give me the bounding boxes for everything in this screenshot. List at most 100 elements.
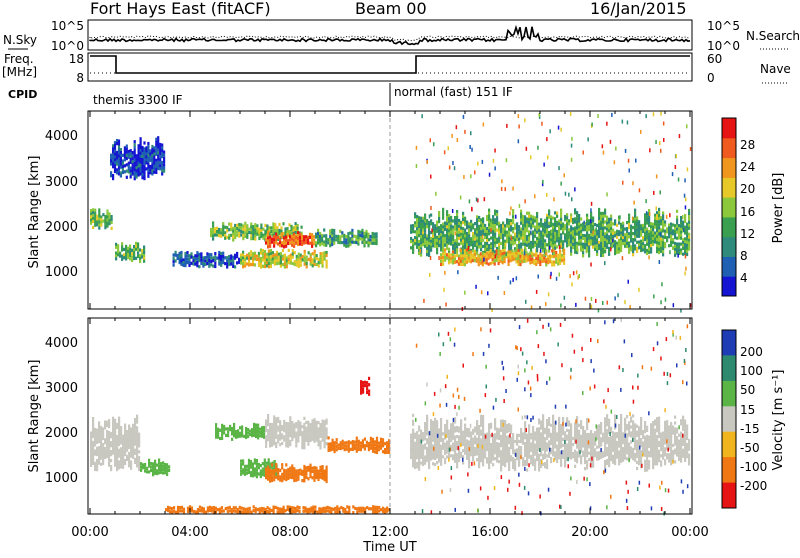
heatmap-cell xyxy=(112,440,114,443)
heatmap-cell xyxy=(303,440,305,443)
heatmap-cell xyxy=(116,462,118,465)
heatmap-cell xyxy=(440,253,442,256)
radar-title: Fort Hays East (fitACF) xyxy=(90,0,271,18)
heatmap-cell xyxy=(339,230,341,233)
heatmap-cell xyxy=(598,223,600,226)
heatmap-cell xyxy=(608,250,610,253)
heatmap-cell xyxy=(132,433,134,436)
heatmap-cell xyxy=(558,441,560,444)
heatmap-cell xyxy=(114,449,116,452)
heatmap-cell xyxy=(456,237,458,240)
heatmap-cell xyxy=(414,448,416,451)
heatmap-cell xyxy=(548,443,550,446)
heatmap-cell xyxy=(173,260,175,263)
heatmap-cell xyxy=(297,243,299,246)
heatmap-cell xyxy=(143,165,145,168)
heatmap-cell xyxy=(114,440,116,443)
heatmap-cell xyxy=(134,171,136,174)
heatmap-cell xyxy=(508,429,510,432)
heatmap-cell xyxy=(295,242,297,245)
heatmap-cell xyxy=(326,430,328,433)
heatmap-cell xyxy=(235,436,237,439)
heatmap-cell xyxy=(295,473,297,476)
heatmap-cell xyxy=(620,234,622,237)
heatmap-cell xyxy=(454,222,456,225)
heatmap-cell xyxy=(137,242,139,245)
heatmap-cell xyxy=(128,170,130,173)
heatmap-cell xyxy=(660,228,662,231)
heatmap-cell xyxy=(642,245,644,248)
heatmap-cell xyxy=(544,222,546,225)
heatmap-cell xyxy=(494,239,496,242)
heatmap-cell xyxy=(382,438,384,441)
heatmap-cell xyxy=(570,253,572,256)
heatmap-cell xyxy=(420,226,422,229)
heatmap-cell xyxy=(533,262,535,265)
heatmap-cell xyxy=(504,438,506,441)
heatmap-cell xyxy=(104,456,106,459)
heatmap-cell xyxy=(416,146,418,150)
heatmap-cell xyxy=(424,245,426,248)
heatmap-cell xyxy=(486,258,488,261)
heatmap-cell xyxy=(230,234,232,237)
heatmap-cell xyxy=(273,238,275,241)
heatmap-cell xyxy=(92,456,94,459)
heatmap-cell xyxy=(460,428,462,431)
heatmap-cell xyxy=(652,223,654,226)
heatmap-cell xyxy=(322,465,324,468)
heatmap-cell xyxy=(278,223,280,226)
heatmap-cell xyxy=(283,435,285,438)
heatmap-cell xyxy=(472,444,474,447)
heatmap-cell xyxy=(284,231,286,234)
heatmap-cell xyxy=(168,465,170,468)
heatmap-cell xyxy=(470,431,472,434)
heatmap-cell xyxy=(540,249,542,253)
heatmap-cell xyxy=(237,429,239,432)
heatmap-cell xyxy=(554,436,556,439)
heatmap-cell xyxy=(264,262,266,265)
heatmap-cell xyxy=(274,226,276,229)
heatmap-cell xyxy=(426,424,428,427)
heatmap-cell xyxy=(506,240,508,243)
heatmap-cell xyxy=(374,450,376,453)
heatmap-cell xyxy=(126,148,128,151)
heatmap-cell xyxy=(114,170,116,173)
heatmap-cell xyxy=(588,237,590,240)
heatmap-cell xyxy=(518,449,520,452)
heatmap-cell xyxy=(267,237,269,240)
heatmap-cell xyxy=(289,431,291,434)
heatmap-cell xyxy=(226,262,228,265)
heatmap-cell xyxy=(600,233,602,236)
heatmap-cell xyxy=(338,447,340,450)
heatmap-cell xyxy=(136,438,138,441)
heatmap-cell xyxy=(271,476,273,479)
heatmap-cell xyxy=(448,438,450,441)
heatmap-cell xyxy=(518,446,520,449)
heatmap-cell xyxy=(322,429,324,432)
heatmap-cell xyxy=(163,157,165,160)
heatmap-cell xyxy=(134,443,136,446)
heatmap-cell xyxy=(568,235,570,239)
heatmap-cell xyxy=(520,440,522,443)
heatmap-cell xyxy=(362,442,364,445)
heatmap-cell xyxy=(554,445,556,448)
heatmap-cell xyxy=(547,261,549,264)
heatmap-cell xyxy=(315,476,317,479)
heatmap-cell xyxy=(654,217,656,220)
heatmap-cell xyxy=(430,256,432,260)
heatmap-cell xyxy=(508,231,510,234)
heatmap-cell xyxy=(277,468,279,471)
heatmap-cell xyxy=(466,258,468,261)
heatmap-cell xyxy=(273,439,275,442)
heatmap-cell xyxy=(460,434,462,437)
heatmap-cell xyxy=(277,426,279,429)
heatmap-cell xyxy=(412,420,414,423)
heatmap-cell xyxy=(571,197,573,201)
heatmap-cell xyxy=(675,165,677,169)
heatmap-cell xyxy=(222,233,224,236)
heatmap-cell xyxy=(684,246,686,249)
heatmap-cell xyxy=(141,152,143,155)
heatmap-cell xyxy=(553,255,555,258)
heatmap-cell xyxy=(440,227,442,230)
heatmap-cell xyxy=(440,463,442,466)
